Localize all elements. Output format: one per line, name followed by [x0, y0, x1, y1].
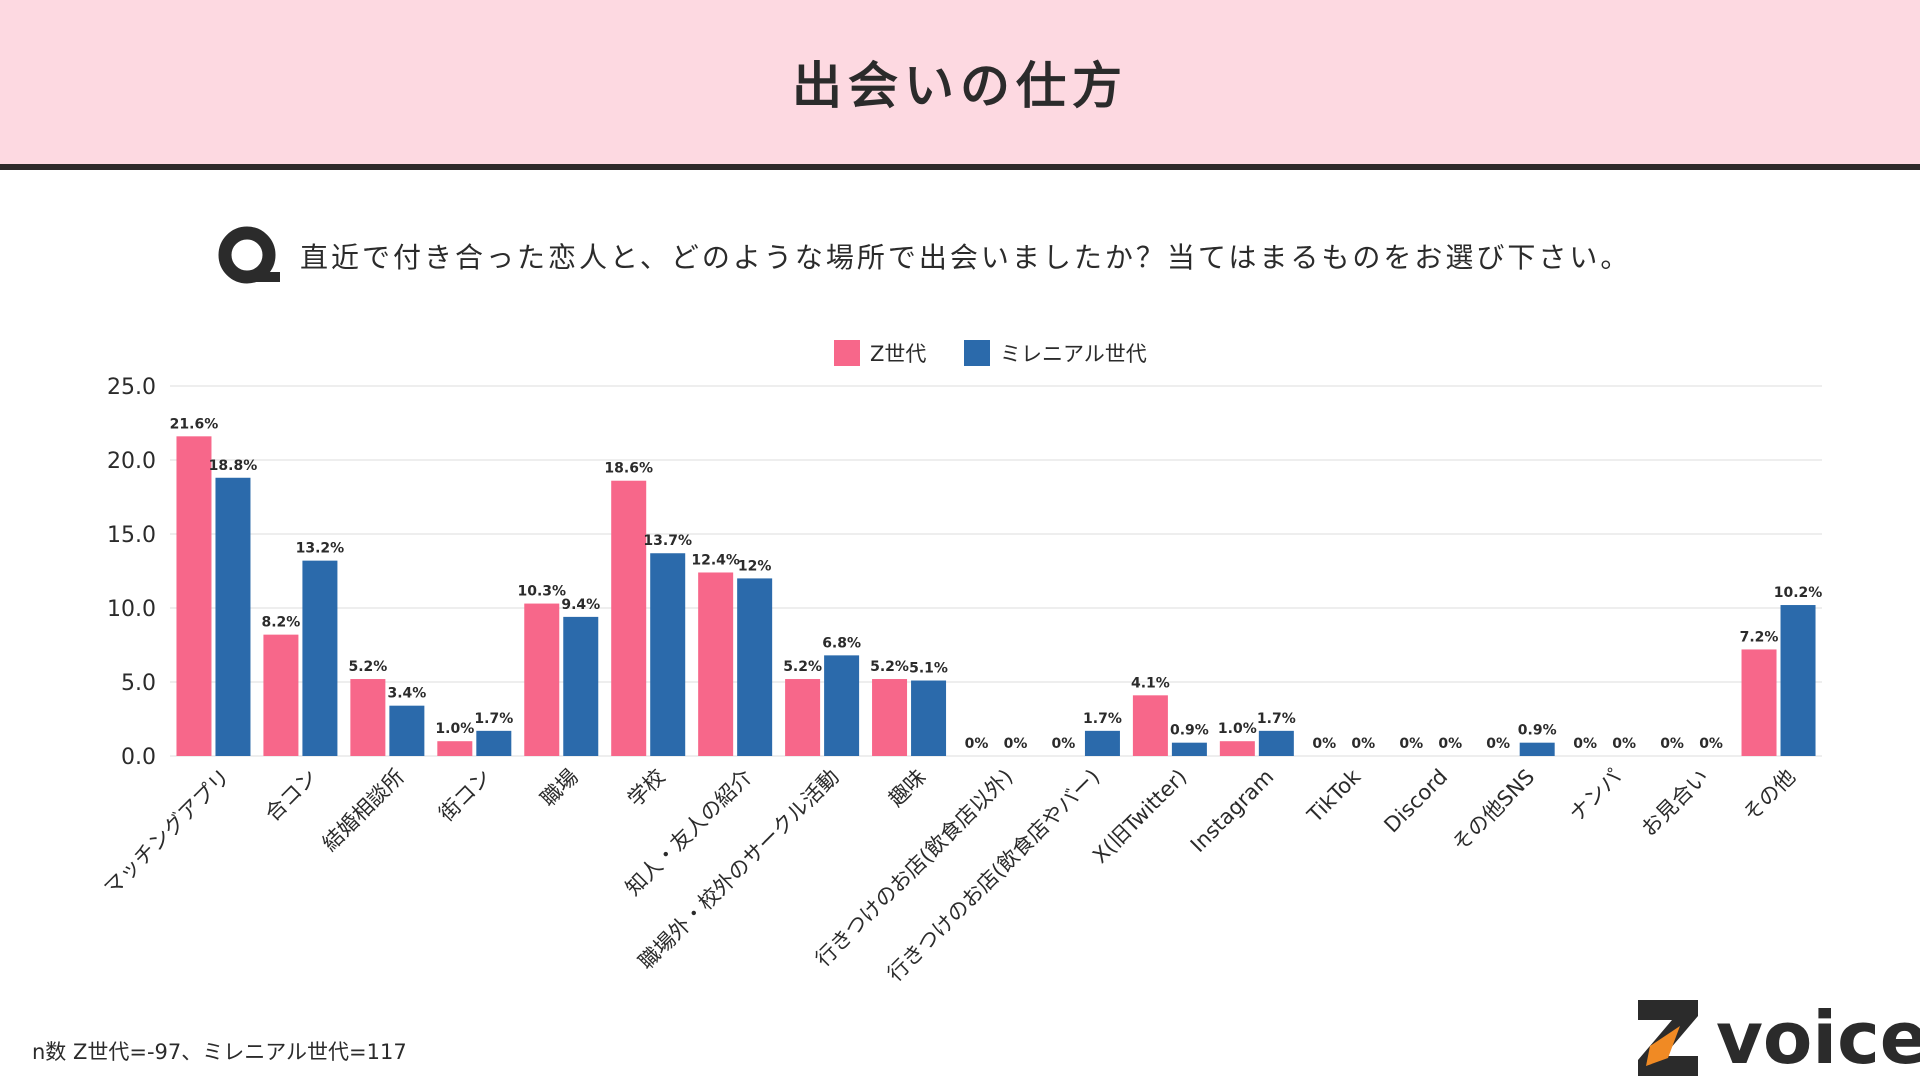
bar-value-label: 0% — [1004, 736, 1028, 752]
bar-value-label: 18.8% — [209, 458, 258, 474]
bar-value-label: 0% — [1351, 736, 1375, 752]
x-tick-label: 職場 — [536, 765, 583, 812]
x-tick-label: 学校 — [623, 765, 670, 812]
bar — [1171, 742, 1207, 756]
x-tick-label: お見合い — [1637, 765, 1713, 841]
bar-value-label: 12.4% — [691, 552, 740, 568]
bar-value-label: 7.2% — [1740, 629, 1779, 645]
bar — [176, 436, 212, 756]
sample-size-note: n数 Z世代=-97、ミレニアル世代=117 — [32, 1040, 407, 1064]
y-tick-label: 10.0 — [107, 597, 156, 622]
bar-value-label: 13.7% — [643, 533, 692, 549]
bar-value-label: 0.9% — [1518, 723, 1557, 739]
y-tick-label: 0.0 — [121, 745, 156, 770]
bar-value-label: 0% — [1312, 736, 1336, 752]
bar-value-label: 0% — [1699, 736, 1723, 752]
y-tick-label: 5.0 — [121, 671, 156, 696]
bar-value-label: 9.4% — [561, 597, 600, 613]
x-tick-label: その他 — [1739, 765, 1801, 827]
bar-value-label: 1.7% — [1257, 711, 1296, 727]
bar-value-label: 0% — [1486, 736, 1510, 752]
bar — [563, 616, 599, 756]
bar-value-label: 0.9% — [1170, 723, 1209, 739]
bar — [1741, 649, 1777, 756]
bar-value-label: 8.2% — [262, 615, 301, 631]
zvoice-logo: voice — [1636, 996, 1920, 1080]
x-tick-label: 合コン — [260, 765, 322, 827]
bar-value-label: 5.1% — [909, 661, 948, 677]
bar-value-label: 21.6% — [170, 416, 219, 432]
bar-value-label: 5.2% — [870, 659, 909, 675]
bar — [1258, 730, 1294, 756]
x-tick-label: ナンパ — [1565, 765, 1627, 827]
bar — [737, 578, 773, 756]
bar — [785, 679, 821, 756]
bar — [650, 553, 686, 756]
legend-swatch — [834, 340, 860, 366]
y-tick-label: 15.0 — [107, 523, 156, 548]
x-tick-label: TikTok — [1302, 764, 1366, 828]
legend-label: ミレニアル世代 — [1000, 342, 1147, 366]
bar-chart: 0.0 5.0 10.0 15.0 20.0 25.0 Z世代 ミレニアル世代 21.6% 18.… — [99, 340, 1823, 986]
bar — [1519, 742, 1555, 756]
bar — [215, 477, 251, 756]
bar-value-label: 1.0% — [435, 721, 474, 737]
z-logo-icon — [1638, 1000, 1698, 1076]
x-tick-label: X(旧Twitter) — [1088, 765, 1191, 868]
bar — [263, 634, 299, 756]
question-q-icon — [218, 226, 280, 284]
bar — [611, 480, 647, 756]
bar-value-label: 0% — [1399, 736, 1423, 752]
bar — [824, 655, 860, 756]
bar — [1219, 741, 1255, 756]
bar-value-label: 0% — [1612, 736, 1636, 752]
bar-value-label: 6.8% — [822, 635, 861, 651]
bar-value-label: 1.7% — [474, 711, 513, 727]
bar-value-label: 1.7% — [1083, 711, 1122, 727]
bar — [524, 603, 560, 756]
logo-wordmark: voice — [1716, 996, 1920, 1080]
x-tick-label: 趣味 — [884, 765, 931, 812]
bar-value-label: 3.4% — [387, 686, 426, 702]
bar-value-label: 5.2% — [783, 659, 822, 675]
bar-value-label: 12% — [738, 558, 772, 574]
bar — [698, 572, 734, 756]
bar-value-label: 0% — [965, 736, 989, 752]
bar — [302, 560, 338, 756]
bar-value-label: 5.2% — [348, 659, 387, 675]
legend-label: Z世代 — [870, 342, 926, 366]
legend-swatch — [964, 340, 990, 366]
bar-value-label: 10.2% — [1774, 585, 1823, 601]
bar — [389, 705, 425, 756]
bar — [872, 679, 908, 756]
bar-value-label: 10.3% — [517, 584, 566, 600]
bar — [1132, 695, 1168, 756]
x-tick-label: 街コン — [434, 765, 496, 827]
x-tick-label: Instagram — [1186, 765, 1279, 858]
bar-value-label: 13.2% — [296, 541, 345, 557]
bar-value-label: 4.1% — [1131, 675, 1170, 691]
bar — [476, 730, 512, 756]
bar-value-label: 0% — [1573, 736, 1597, 752]
x-tick-label: 結婚相談所 — [318, 765, 409, 856]
bar — [1084, 730, 1120, 756]
x-tick-label: マッチングアプリ — [99, 765, 235, 901]
bar-value-label: 1.0% — [1218, 721, 1257, 737]
x-tick-label: Discord — [1379, 765, 1452, 838]
question-text: 直近で付き合った恋人と、どのような場所で出会いましたか？当てはまるものをお選び下… — [300, 241, 1632, 274]
bar — [437, 741, 473, 756]
bar-value-label: 0% — [1660, 736, 1684, 752]
y-tick-label: 25.0 — [107, 375, 156, 400]
x-tick-label: その他SNS — [1448, 765, 1539, 856]
bar-value-label: 18.6% — [604, 461, 653, 477]
bar — [350, 679, 386, 756]
page-title: 出会いの仕方 — [792, 57, 1128, 115]
y-tick-label: 20.0 — [107, 449, 156, 474]
header-banner: 出会いの仕方 — [0, 0, 1920, 170]
bar — [911, 680, 947, 756]
question-row: 直近で付き合った恋人と、どのような場所で出会いましたか？当てはまるものをお選び下… — [218, 226, 1631, 286]
bar-value-label: 0% — [1438, 736, 1462, 752]
bar-value-label: 0% — [1052, 736, 1076, 752]
bar — [1780, 605, 1816, 756]
